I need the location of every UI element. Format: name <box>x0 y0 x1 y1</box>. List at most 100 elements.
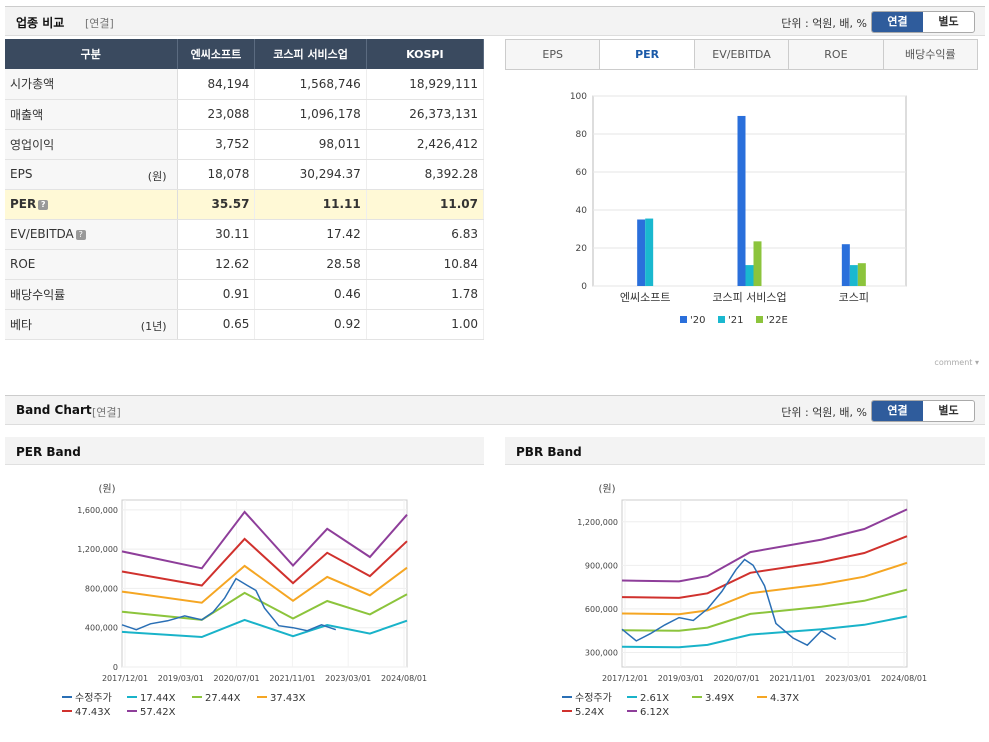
x-tick-label: 2017/12/01 <box>602 674 648 683</box>
x-tick-label: 2017/12/01 <box>102 674 148 683</box>
cell-value: 8,392.28 <box>366 159 485 190</box>
y-tick-label: 20 <box>576 244 588 254</box>
comment-toggle[interactable]: comment ▾ <box>934 358 979 367</box>
x-tick-label: 코스피 <box>839 291 869 304</box>
cell-value: 6.83 <box>366 219 485 250</box>
x-tick-label: 2020/07/01 <box>714 674 760 683</box>
pbr-band-title: PBR Band <box>505 437 985 465</box>
toggle-separate-button[interactable]: 별도 <box>938 15 959 28</box>
bar <box>841 244 850 286</box>
tab-[interactable]: 배당수익률 <box>905 48 956 61</box>
cell-value: 84,194 <box>177 69 256 100</box>
row-label-text: 베타 <box>10 317 33 332</box>
tab-roe[interactable]: ROE <box>789 40 884 69</box>
legend-label: 27.44X <box>205 693 241 704</box>
row-label-text: 배당수익률 <box>10 287 66 302</box>
band-line <box>621 615 908 649</box>
cell-value: 1,096,178 <box>254 99 367 130</box>
y-tick-label: 800,000 <box>85 584 118 593</box>
compare-table: 구분 엔씨소프트 코스피 서비스업 KOSPI 시가총액 84,194 1,568,… <box>5 39 485 340</box>
legend-label: 수정주가 <box>75 692 112 704</box>
row-label-text: EV/EBITDA <box>10 227 74 241</box>
legend-swatch <box>718 316 725 323</box>
per-band-title: PER Band <box>5 437 484 465</box>
legend-label: 5.24X <box>575 707 604 718</box>
band-toggle-separate-button[interactable]: 별도 <box>938 404 959 417</box>
y-tick-label: 60 <box>576 168 588 178</box>
legend-label: 37.43X <box>270 693 306 704</box>
cell-value: 98,011 <box>254 129 367 160</box>
legend-label: '22E <box>766 315 788 326</box>
y-tick-label: 0 <box>113 663 118 672</box>
table-row: 베타 (1년) 0.65 0.92 1.00 <box>5 309 485 340</box>
row-label: 배당수익률 <box>5 279 178 310</box>
legend-swatch <box>756 316 763 323</box>
cell-value: 12.62 <box>177 249 256 280</box>
per-band-chart: (원) 0 400,000 800,000 1,200,000 1,600,000 2017… <box>62 483 427 718</box>
x-tick-label: 2021/11/01 <box>269 674 315 683</box>
legend-label: 수정주가 <box>575 692 612 704</box>
band-line <box>621 535 908 599</box>
compare-title: 업종 비교 <box>16 16 65 30</box>
cell-value: 30,294.37 <box>254 159 367 190</box>
bar <box>849 265 858 286</box>
y-tick-label: 400,000 <box>85 624 118 633</box>
bar <box>645 218 654 286</box>
x-tick-label: 2023/03/01 <box>825 674 871 683</box>
band-line <box>621 508 908 583</box>
row-label-text: 시가총액 <box>10 77 55 92</box>
y-axis-label: (원) <box>98 483 115 495</box>
table-row: EPS (원) 18,078 30,294.37 8,392.28 <box>5 159 485 190</box>
bar <box>737 115 746 286</box>
table-row: 영업이익 3,752 98,011 2,426,412 <box>5 129 485 160</box>
cell-value: 17.42 <box>254 219 367 250</box>
help-icon[interactable]: ? <box>75 229 86 240</box>
x-tick-label: 2024/08/01 <box>881 674 927 683</box>
per-bar-chart: 0 20 40 60 80 100 엔씨소프트 코스피 서비스업 코스피 '20 '21 '22E <box>570 92 907 326</box>
cell-value: 18,929,111 <box>366 69 485 100</box>
tab-eps[interactable]: EPS <box>506 40 601 69</box>
header-kospi: KOSPI <box>366 39 485 69</box>
compare-header: 업종 비교 [연결] 단위 : 억원, 배, % 연결 별도 <box>5 6 985 36</box>
cell-value: 2,426,412 <box>366 129 485 160</box>
pbr-band-chart: (원) 300,000 600,000 900,000 1,200,000 2017/12… <box>562 483 927 718</box>
help-icon[interactable]: ? <box>38 199 49 210</box>
y-tick-label: 40 <box>576 206 588 216</box>
x-tick-label: 2019/03/01 <box>158 674 204 683</box>
compare-toggle[interactable]: 연결 별도 <box>871 11 975 33</box>
legend-label: 6.12X <box>640 707 669 718</box>
cell-value: 0.46 <box>254 279 367 310</box>
band-line <box>621 588 908 632</box>
row-label: PER? <box>5 189 178 220</box>
tab-evebitda[interactable]: EV/EBITDA <box>695 40 790 69</box>
price-line <box>621 558 837 647</box>
plot-area <box>121 499 408 668</box>
y-tick-label: 80 <box>576 130 588 140</box>
table-row: 시가총액 84,194 1,568,746 18,929,111 <box>5 69 485 100</box>
row-label: EPS (원) <box>5 159 178 190</box>
legend-label: 47.43X <box>75 707 111 718</box>
x-tick-label: 엔씨소프트 <box>620 291 671 304</box>
compare-unit: 단위 : 억원, 배, % <box>781 17 867 30</box>
cell-value: 0.91 <box>177 279 256 310</box>
header-sector: 코스피 서비스업 <box>254 39 367 69</box>
table-row: ROE 12.62 28.58 10.84 <box>5 249 485 280</box>
tab-per[interactable]: PER <box>600 40 695 69</box>
x-tick-label: 2019/03/01 <box>658 674 704 683</box>
band-unit: 단위 : 억원, 배, % <box>781 406 867 419</box>
table-row: PER? 35.57 11.11 11.07 <box>5 189 485 220</box>
row-label-text: ROE <box>10 257 36 271</box>
band-line <box>121 564 408 604</box>
band-line <box>621 561 908 616</box>
toggle-consolidated-button[interactable]: 연결 <box>872 12 923 32</box>
legend-label: 57.42X <box>140 707 176 718</box>
row-label-text: PER <box>10 197 37 211</box>
cell-value: 23,088 <box>177 99 256 130</box>
band-toggle-consolidated-button[interactable]: 연결 <box>872 401 923 421</box>
row-unit: (원) <box>147 169 167 183</box>
compare-sub: [연결] <box>85 17 114 30</box>
band-toggle[interactable]: 연결 별도 <box>871 400 975 422</box>
x-tick-label: 2024/08/01 <box>381 674 427 683</box>
bar <box>857 263 866 286</box>
row-label: ROE <box>5 249 178 280</box>
